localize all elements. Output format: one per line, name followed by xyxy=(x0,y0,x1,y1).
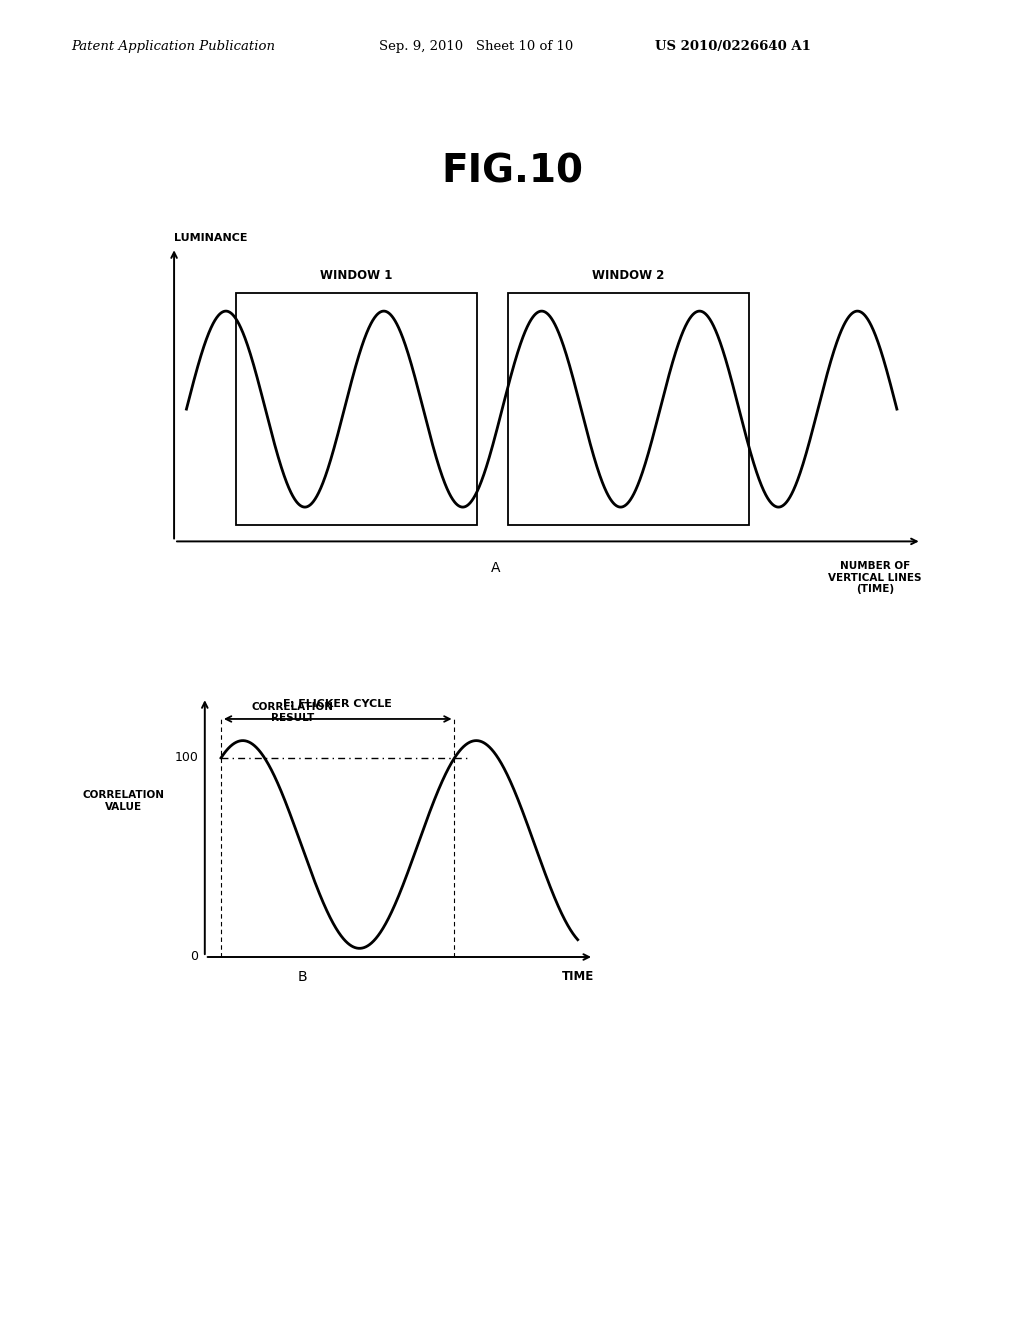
Text: B: B xyxy=(297,970,307,983)
Text: WINDOW 2: WINDOW 2 xyxy=(592,269,665,281)
Text: 100: 100 xyxy=(174,751,199,764)
Text: TIME: TIME xyxy=(562,970,594,983)
Text: NUMBER OF
VERTICAL LINES
(TIME): NUMBER OF VERTICAL LINES (TIME) xyxy=(828,561,922,594)
Text: LUMINANCE: LUMINANCE xyxy=(174,232,248,243)
Text: FIG.10: FIG.10 xyxy=(441,153,583,190)
Text: CORRELATION
RESULT: CORRELATION RESULT xyxy=(251,702,334,723)
Text: A: A xyxy=(490,561,500,576)
Bar xyxy=(236,293,477,525)
Bar xyxy=(508,293,749,525)
Text: WINDOW 1: WINDOW 1 xyxy=(321,269,392,281)
Text: 0: 0 xyxy=(190,950,199,964)
Text: US 2010/0226640 A1: US 2010/0226640 A1 xyxy=(655,40,811,53)
Text: F: FLICKER CYCLE: F: FLICKER CYCLE xyxy=(284,698,392,709)
Text: Sep. 9, 2010   Sheet 10 of 10: Sep. 9, 2010 Sheet 10 of 10 xyxy=(379,40,573,53)
Text: Patent Application Publication: Patent Application Publication xyxy=(72,40,275,53)
Text: CORRELATION
VALUE: CORRELATION VALUE xyxy=(83,791,165,812)
